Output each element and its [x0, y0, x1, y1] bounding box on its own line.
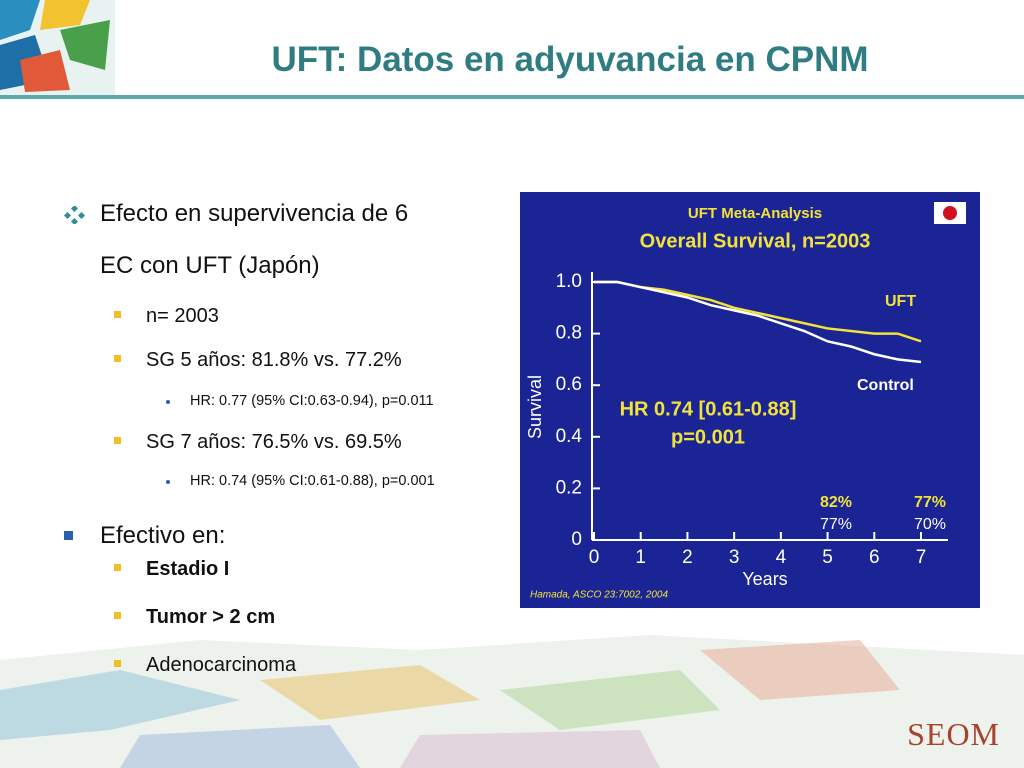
- mosaic-tile: [260, 665, 480, 720]
- y-tick-label: 1.0: [556, 271, 582, 292]
- legend-label: Control: [857, 377, 914, 394]
- source: Hamada, ASCO 23:7002, 2004: [530, 590, 668, 601]
- x-tick-label: 4: [776, 547, 787, 568]
- mosaic-tile: [20, 50, 70, 92]
- bullet-marker: [114, 355, 121, 362]
- bullet-text: n= 2003: [146, 305, 219, 327]
- x-tick-label: 0: [589, 547, 600, 568]
- mosaic-tile: [700, 640, 900, 700]
- x-tick-label: 5: [822, 547, 833, 568]
- bullet-marker: [114, 311, 121, 318]
- y-tick-label: 0.6: [556, 374, 582, 395]
- mosaic-tile: [400, 730, 660, 768]
- mosaic-tile: [40, 0, 90, 30]
- bullet-marker: [63, 204, 86, 229]
- rate-label: 70%: [914, 516, 946, 533]
- y-tick-label: 0: [571, 529, 582, 550]
- bullet-text: Adenocarcinoma: [146, 654, 297, 676]
- bullet-text: Efectivo en:: [100, 522, 226, 549]
- y-tick-label: 0.4: [556, 426, 583, 447]
- bullet-text: HR: 0.74 (95% CI:0.61-0.88), p=0.001: [190, 473, 435, 489]
- legend-label: UFT: [885, 293, 916, 310]
- bullet-text: SG 7 años: 76.5% vs. 69.5%: [146, 431, 402, 453]
- chart: UFT Meta-Analysis Overall Survival, n=200…: [520, 192, 980, 608]
- rate-label: 77%: [914, 494, 946, 511]
- x-tick-label: 3: [729, 547, 740, 568]
- bullet-marker: [114, 660, 121, 667]
- bullet-text: HR: 0.77 (95% CI:0.63-0.94), p=0.011: [190, 393, 434, 409]
- logo: SEOM: [907, 716, 1000, 752]
- mosaic-tile: [0, 0, 40, 40]
- x-tick-label: 2: [682, 547, 693, 568]
- x-tick-label: 1: [635, 547, 646, 568]
- chart-subtitle: Overall Survival, n=2003: [640, 230, 871, 252]
- rate-label: 77%: [820, 516, 852, 533]
- slide-title: UFT: Datos en adyuvancia en CPNM: [271, 40, 869, 79]
- y-tick-label: 0.8: [556, 323, 582, 344]
- annotation: p=0.001: [671, 426, 745, 448]
- title-rule: [0, 95, 1024, 99]
- annotation: HR 0.74 [0.61-0.88]: [620, 398, 797, 420]
- bullet-marker: [114, 564, 121, 571]
- bullet-text: SG 5 años: 81.8% vs. 77.2%: [146, 349, 402, 371]
- chart-title: UFT Meta-Analysis: [688, 205, 822, 222]
- y-axis-label: Survival: [525, 375, 545, 439]
- x-axis-label: Years: [742, 569, 787, 589]
- survival-line: [594, 280, 922, 364]
- chart-background: [520, 192, 980, 608]
- rate-label: 82%: [820, 494, 852, 511]
- mosaic-tile: [120, 725, 360, 768]
- y-tick-label: 0.2: [556, 477, 582, 498]
- bullet-text: Estadio I: [146, 558, 230, 580]
- bullet-marker: [114, 612, 121, 619]
- flag-sun: [943, 206, 957, 220]
- mosaic-tile: [0, 670, 240, 740]
- bullet-marker: [64, 531, 73, 540]
- bullet-marker: [166, 400, 170, 404]
- bullet-marker: [166, 480, 170, 484]
- mosaic-tile: [60, 20, 110, 70]
- x-tick-label: 6: [869, 547, 880, 568]
- bullet-text: Efecto en supervivencia de 6 EC con UFT …: [100, 200, 409, 279]
- bullet-text: Tumor > 2 cm: [146, 606, 276, 628]
- mosaic-tile: [500, 670, 720, 730]
- x-tick-label: 7: [916, 547, 927, 568]
- bullet-marker: [114, 437, 121, 444]
